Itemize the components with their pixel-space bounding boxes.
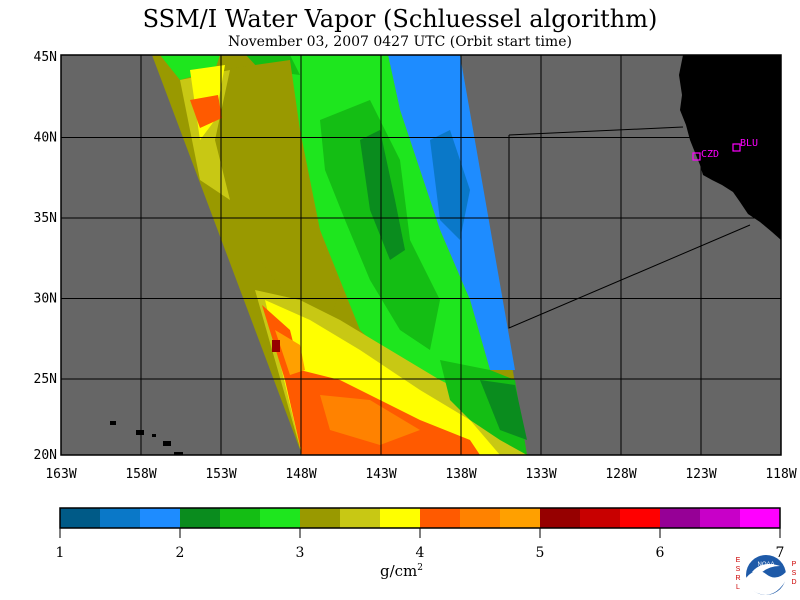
map-frame <box>60 54 782 456</box>
colorbar-segment <box>220 508 261 528</box>
colorbar-unit-text: g/cm <box>380 562 418 580</box>
psd-letter: D <box>791 579 796 586</box>
esrl-letters: E S R L <box>735 557 740 591</box>
swath-olive-zone <box>215 60 340 320</box>
hawaiian-islands <box>110 421 183 455</box>
colorbar-tick-label: 1 <box>56 545 65 561</box>
longitude-label: 118W <box>765 467 796 482</box>
esrl-letter: L <box>736 584 740 591</box>
colorbar-segment <box>180 508 221 528</box>
colorbar-tick-label: 4 <box>416 545 425 561</box>
noaa-logo-bird <box>752 564 780 574</box>
station-blu-label: BLU <box>740 138 758 149</box>
colorbar-segment <box>380 508 421 528</box>
island <box>152 434 156 437</box>
swath-south-light-orange <box>275 330 305 375</box>
colorbar-segment <box>660 508 701 528</box>
colorbar-segment <box>740 508 781 528</box>
latitude-label: 45N <box>34 50 57 65</box>
region-outline-line <box>508 135 751 329</box>
longitude-label: 163W <box>45 467 76 482</box>
colorbar-tick-label: 2 <box>176 545 185 561</box>
swath-southeast-dark-green <box>480 380 527 440</box>
page-title: SSM/I Water Vapor (Schluessel algorithm) <box>142 5 658 33</box>
longitude-label: 138W <box>445 467 476 482</box>
longitude-label: 148W <box>285 467 316 482</box>
latitude-labels: 45N 40N 35N 30N 25N 20N <box>34 50 57 463</box>
station-czd-marker <box>692 152 701 161</box>
colorbar-segment <box>540 508 581 528</box>
noaa-logo-text: NOAA <box>757 562 774 568</box>
latitude-label: 35N <box>34 211 57 226</box>
page-subtitle: November 03, 2007 0427 UTC (Orbit start … <box>228 34 572 50</box>
colorbar-segment <box>140 508 181 528</box>
colorbar-segment <box>300 508 341 528</box>
island <box>174 452 183 455</box>
colorbar <box>59 507 781 529</box>
station-markers: CZD BLU <box>692 138 758 161</box>
swath-northwest-green <box>160 55 220 80</box>
region-outline <box>508 126 751 329</box>
esrl-letter: R <box>735 575 740 582</box>
swath-dark-green-patch <box>360 130 405 260</box>
psd-letter: P <box>792 561 797 568</box>
colorbar-tick-label: 3 <box>296 545 305 561</box>
colorbar-segment <box>260 508 301 528</box>
water-vapor-swath <box>152 55 527 455</box>
colorbar-tick-label: 6 <box>656 545 665 561</box>
latitude-label: 20N <box>34 448 57 463</box>
land-mass <box>679 55 781 240</box>
station-blu-marker <box>732 143 741 152</box>
esrl-letter: S <box>736 566 741 573</box>
swath-dark-red-pixel <box>272 340 280 352</box>
colorbar-tick-label: 5 <box>536 545 545 561</box>
colorbar-segment <box>100 508 141 528</box>
longitude-label: 123W <box>685 467 716 482</box>
latitude-label: 40N <box>34 131 57 146</box>
psd-letter: S <box>792 570 797 577</box>
longitude-label: 128W <box>605 467 636 482</box>
noaa-logo-wave <box>746 570 786 595</box>
colorbar-segment <box>500 508 541 528</box>
colorbar-segment <box>460 508 501 528</box>
longitude-label: 133W <box>525 467 556 482</box>
esrl-letter: E <box>736 557 741 564</box>
colorbar-segment <box>420 508 461 528</box>
swath-dark-blue-patch <box>430 130 470 240</box>
swath-orange-north-patch <box>190 95 222 128</box>
swath-south-orange <box>262 305 480 455</box>
noaa-esrl-psd-logo: E S R L P S D NOAA <box>735 555 797 595</box>
colorbar-segment <box>60 508 101 528</box>
psd-letters: P S D <box>791 561 796 586</box>
latitude-label: 30N <box>34 292 57 307</box>
island <box>110 421 116 425</box>
colorbar-unit-label: g/cm2 <box>380 562 423 580</box>
colorbar-segment <box>700 508 741 528</box>
longitude-label: 143W <box>365 467 396 482</box>
colorbar-tick-labels: 1 2 3 4 5 6 7 <box>56 528 785 561</box>
island <box>136 430 144 435</box>
longitude-label: 158W <box>125 467 156 482</box>
colorbar-segment <box>620 508 661 528</box>
swath-south-deep-orange <box>320 395 420 445</box>
colorbar-segment <box>340 508 381 528</box>
colorbar-segment <box>580 508 621 528</box>
island <box>163 441 171 446</box>
longitude-labels: 163W 158W 153W 148W 143W 138W 133W 128W 123W 118W <box>45 467 796 482</box>
colorbar-unit-exponent: 2 <box>417 563 424 573</box>
graticule-grid <box>61 55 781 455</box>
region-outline-top <box>508 126 684 136</box>
colorbar-tick-label: 7 <box>776 545 785 561</box>
longitude-label: 153W <box>205 467 236 482</box>
station-czd-label: CZD <box>701 149 719 160</box>
latitude-label: 25N <box>34 372 57 387</box>
